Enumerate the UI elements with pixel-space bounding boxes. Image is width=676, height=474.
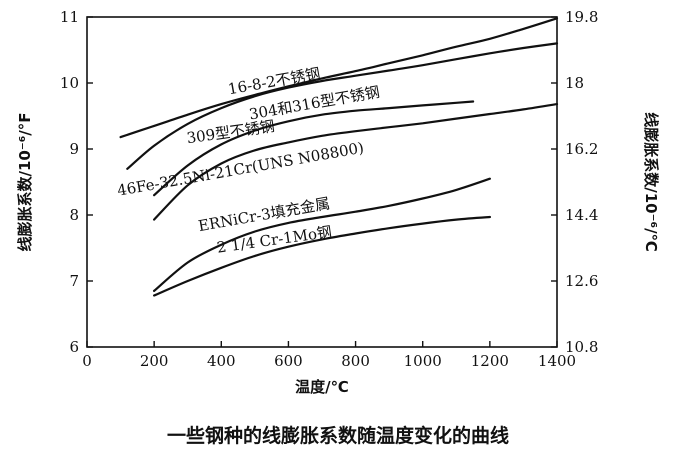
y-left-tick-label: 9 — [69, 140, 79, 158]
series-line-2 — [153, 100, 475, 197]
curve-labels: 16-8-2不锈钢304和316型不锈钢309型不锈钢46Fe-32.5Ni-2… — [116, 64, 381, 256]
x-tick-label: 800 — [341, 352, 370, 370]
x-tick-label: 1200 — [471, 352, 509, 370]
curve-label: 309型不锈钢 — [186, 117, 276, 147]
curve-label: 46Fe-32.5Ni-21Cr(UNS N08800) — [116, 139, 365, 200]
y-right-tick-label: 12.6 — [565, 272, 598, 290]
x-tick-label: 200 — [140, 352, 169, 370]
x-tick-label: 600 — [274, 352, 303, 370]
y-axis-left-title: 线膨胀系数/10⁻⁶/°F — [16, 112, 34, 251]
y-right-tick-label: 19.8 — [565, 8, 598, 26]
y-right-tick-label: 18 — [565, 74, 584, 92]
y-right-tick-label: 10.8 — [565, 338, 598, 356]
x-tick-label: 0 — [82, 352, 92, 370]
x-tick-label: 1000 — [404, 352, 442, 370]
plot-frame — [86, 16, 558, 348]
series-line-5 — [153, 215, 491, 297]
x-axis-ticks: 0 200 400 600 800 1000 1200 1400 — [82, 341, 576, 370]
y-left-tick-label: 11 — [60, 8, 79, 26]
y-axis-left-ticks: 6 7 8 9 10 11 — [60, 8, 93, 356]
y-left-tick-label: 10 — [60, 74, 79, 92]
series-line-0 — [119, 17, 559, 139]
series-line-1 — [126, 42, 559, 170]
series-lines — [119, 17, 559, 297]
y-left-tick-label: 6 — [69, 338, 79, 356]
y-right-tick-label: 14.4 — [565, 206, 598, 224]
y-axis-right-title: 线膨胀系数/10⁻⁶/℃ — [642, 112, 660, 251]
y-axis-right-ticks: 10.8 12.6 14.4 16.2 18 19.8 — [551, 8, 598, 356]
figure-caption: 一些钢种的线膨胀系数随温度变化的曲线 — [167, 424, 509, 447]
y-right-tick-label: 16.2 — [565, 140, 598, 158]
x-axis-title: 温度/℃ — [295, 378, 349, 396]
x-tick-label: 1400 — [538, 352, 576, 370]
x-tick-label: 400 — [207, 352, 236, 370]
series-line-3 — [153, 103, 559, 221]
y-left-tick-label: 8 — [69, 206, 79, 224]
curve-label: 16-8-2不锈钢 — [227, 64, 322, 98]
y-left-tick-label: 7 — [69, 272, 79, 290]
series-line-4 — [153, 177, 491, 292]
